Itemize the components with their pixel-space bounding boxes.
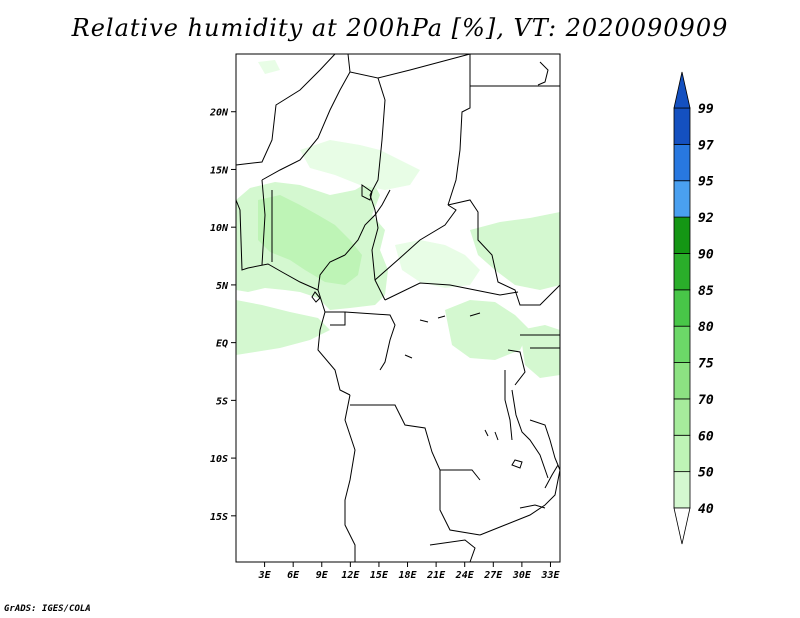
colorbar-box <box>673 289 691 327</box>
colorbar-box <box>673 398 691 436</box>
humidity-patch-chad <box>300 140 420 190</box>
lon-tick-label: 9E <box>316 570 329 581</box>
chart-title: Relative humidity at 200hPa [%], VT: 202… <box>71 14 729 42</box>
colorbar-label: 92 <box>698 211 714 226</box>
colorbar-box <box>673 362 691 400</box>
longitude-axis: 3E 6E 9E 12E 15E 18E 21E 24E 27E 30E 33E <box>258 562 560 581</box>
country-boundaries <box>235 53 561 563</box>
colorbar-box <box>673 471 691 509</box>
colorbar-label: 80 <box>698 320 714 335</box>
lon-tick-label: 3E <box>258 570 272 581</box>
humidity-patch-gulf <box>236 300 330 355</box>
humidity-patch-northwest <box>258 60 280 74</box>
humidity-shading <box>236 60 560 378</box>
humidity-patch-congo-east <box>445 300 530 360</box>
colorbar-label: 90 <box>698 247 714 262</box>
humidity-patch-cameroon <box>258 195 362 285</box>
lon-tick-label: 12E <box>341 570 360 581</box>
map-frame <box>235 53 561 563</box>
lat-tick-label: EQ <box>216 339 228 350</box>
colorbar-label: 85 <box>698 284 714 299</box>
humidity-patch-car <box>395 240 480 288</box>
colorbar-top-triangle <box>673 71 691 109</box>
lon-tick-label: 33E <box>540 570 560 581</box>
colorbar-box <box>673 325 691 363</box>
lon-tick-label: 21E <box>426 570 446 581</box>
colorbar-label: 97 <box>698 138 714 153</box>
lat-tick-label: 10S <box>210 454 228 465</box>
lat-tick-label: 15S <box>210 512 228 523</box>
colorbar-label: 50 <box>698 466 714 481</box>
colorbar: 40 50 60 70 75 80 85 90 92 95 97 99 <box>673 71 714 545</box>
colorbar-box <box>673 216 691 254</box>
colorbar-box <box>673 180 691 218</box>
colorbar-box <box>673 143 691 182</box>
lat-tick-label: 15N <box>210 165 229 176</box>
lon-tick-label: 15E <box>370 570 389 581</box>
colorbar-label: 75 <box>698 357 714 372</box>
latitude-axis: 20N 15N 10N 5N EQ 5S 10S 15S <box>209 108 236 523</box>
lon-tick-label: 6E <box>287 570 300 581</box>
lon-tick-label: 27E <box>483 570 503 581</box>
colorbar-box <box>673 253 691 291</box>
colorbar-label: 99 <box>698 102 714 117</box>
lon-tick-label: 24E <box>455 570 475 581</box>
lon-tick-label: 18E <box>398 570 417 581</box>
colorbar-label: 95 <box>698 175 714 190</box>
humidity-patch-sudan <box>470 212 560 290</box>
lon-tick-label: 30E <box>512 570 532 581</box>
humidity-patch-lakes <box>520 325 560 378</box>
colorbar-bottom-triangle <box>673 507 691 545</box>
grads-credit: GrADS: IGES/COLA <box>4 604 91 614</box>
colorbar-box <box>673 434 691 473</box>
lat-tick-label: 10N <box>210 223 229 234</box>
lat-tick-label: 5N <box>216 281 229 292</box>
colorbar-box <box>673 107 691 145</box>
lat-tick-label: 20N <box>209 108 229 119</box>
colorbar-label: 40 <box>698 502 714 517</box>
lat-tick-label: 5S <box>216 396 228 407</box>
colorbar-label: 70 <box>698 393 714 408</box>
colorbar-label: 60 <box>698 429 714 444</box>
